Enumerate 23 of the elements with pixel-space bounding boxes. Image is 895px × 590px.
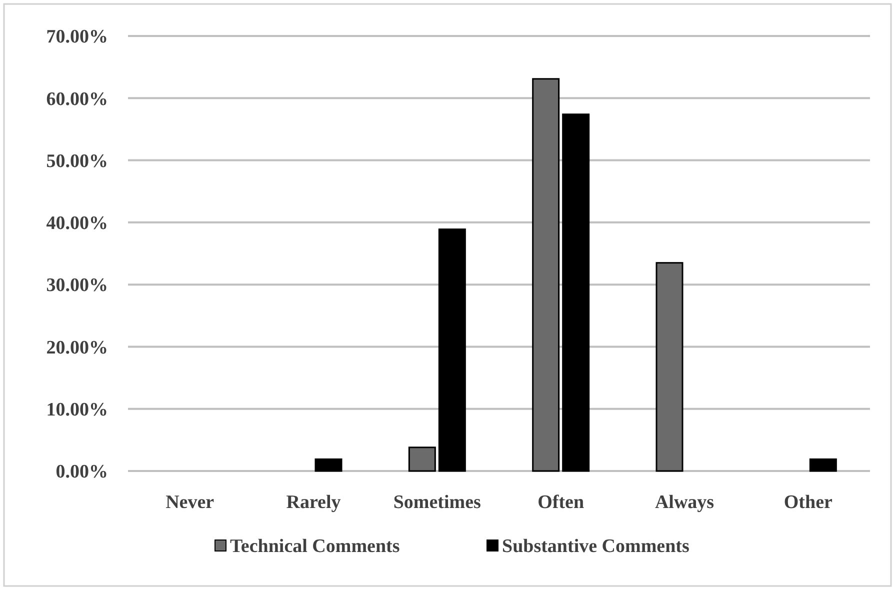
legend-label: Substantive Comments: [502, 536, 690, 557]
bar: [562, 114, 590, 472]
bar: [532, 78, 560, 472]
x-tick-label: Often: [538, 492, 584, 513]
y-tick-label: 40.00%: [46, 213, 108, 234]
y-tick-label: 20.00%: [46, 337, 108, 358]
y-tick-label: 60.00%: [46, 88, 108, 110]
y-tick-label: 30.00%: [46, 275, 108, 296]
bar: [314, 458, 342, 472]
x-tick-label: Other: [784, 492, 833, 513]
bar: [656, 262, 684, 472]
legend-label: Technical Comments: [230, 536, 400, 557]
bar: [809, 458, 837, 472]
bar: [438, 228, 466, 472]
x-tick-label: Always: [654, 492, 714, 513]
y-tick-label: 50.00%: [46, 150, 108, 172]
y-tick-label: 0.00%: [56, 462, 108, 483]
x-tick-label: Sometimes: [393, 492, 481, 513]
y-tick-label: 10.00%: [46, 400, 108, 421]
bar: [408, 446, 436, 472]
x-tick-label: Never: [166, 492, 215, 513]
y-tick-label: 70.00%: [46, 26, 108, 48]
x-tick-label: Rarely: [286, 492, 342, 513]
